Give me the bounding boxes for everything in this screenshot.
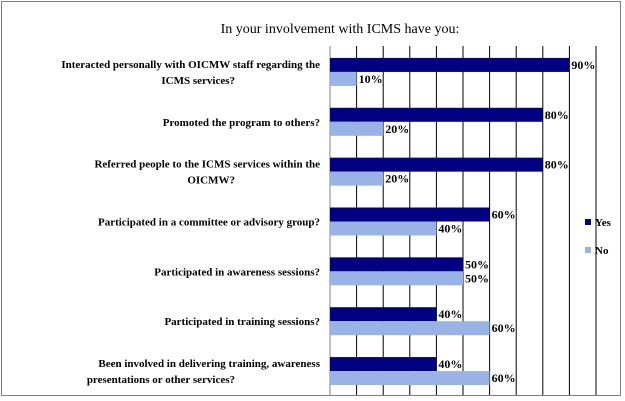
bar-no — [330, 71, 357, 86]
data-label: 10% — [359, 72, 383, 86]
legend-swatch-yes — [585, 219, 591, 225]
category-label: Interacted personally with OICMW staff r… — [61, 59, 320, 87]
legend-label-no: No — [595, 245, 609, 257]
bars — [330, 57, 570, 386]
data-label: 40% — [438, 307, 462, 321]
data-label: 80% — [545, 108, 569, 122]
data-label: 60% — [492, 371, 516, 385]
data-label: 20% — [385, 172, 409, 186]
category-label: Promoted the program to others? — [163, 117, 320, 129]
bar-yes — [330, 307, 437, 322]
bar-yes — [330, 357, 437, 372]
bar-yes — [330, 107, 543, 122]
bar-yes — [330, 157, 543, 172]
bar-no — [330, 121, 384, 136]
bar-no — [330, 371, 490, 386]
bar-no — [330, 271, 463, 286]
category-label: Participated in a committee or advisory … — [98, 217, 320, 229]
data-label: 40% — [438, 357, 462, 371]
chart-title: In your involvement with ICMS have you: — [221, 22, 460, 37]
bar-yes — [330, 57, 570, 72]
bar-no — [330, 171, 384, 186]
data-label: 90% — [571, 58, 595, 72]
category-label: Referred people to the ICMS services wit… — [94, 159, 320, 187]
bar-no — [330, 321, 490, 336]
data-label: 50% — [465, 271, 489, 285]
data-label: 60% — [492, 321, 516, 335]
category-label: Participated in training sessions? — [164, 316, 320, 328]
legend: Yes No — [585, 217, 612, 257]
gridlines — [329, 46, 597, 395]
category-label: Participated in awareness sessions? — [154, 266, 320, 278]
legend-label-yes: Yes — [595, 217, 612, 229]
category-label: Been involved in delivering training, aw… — [87, 358, 321, 386]
data-labels: 90% 10% 80% 20% 80% 20% 60% 40% 50%50% 40% 60% 40% 6… — [359, 58, 596, 385]
legend-swatch-no — [585, 247, 591, 253]
bar-yes — [330, 257, 463, 272]
bar-yes — [330, 207, 490, 222]
data-label: 20% — [385, 122, 409, 136]
data-label: 80% — [545, 158, 569, 172]
data-label: 40% — [438, 222, 462, 236]
bar-no — [330, 221, 437, 236]
data-label: 50% — [465, 257, 489, 271]
data-label: 60% — [492, 208, 516, 222]
category-labels: Interacted personally with OICMW staff r… — [61, 59, 320, 386]
